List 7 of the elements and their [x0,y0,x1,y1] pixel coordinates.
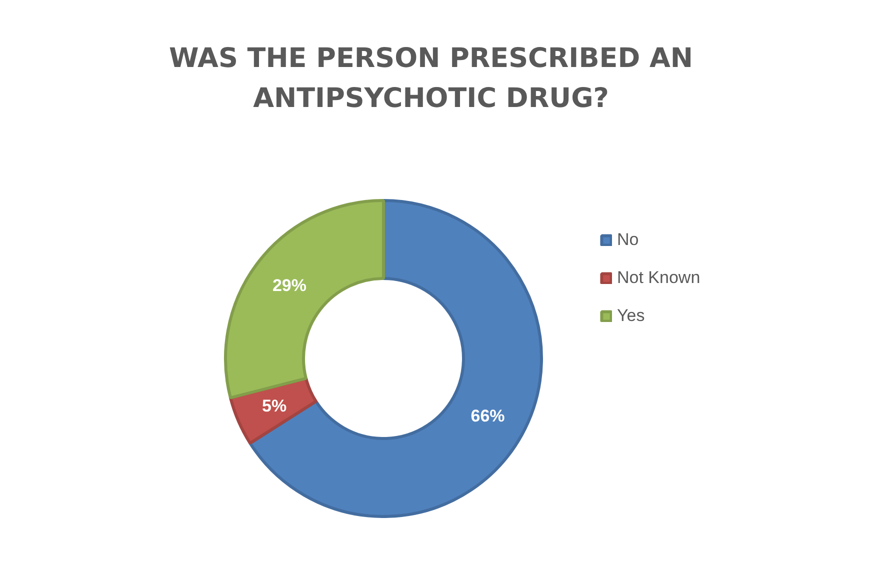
data-label: 29% [272,276,306,296]
data-label: 5% [262,396,287,416]
legend-label: Not Known [617,268,700,288]
legend-label: No [617,230,639,250]
data-label: 66% [470,406,505,426]
chart-title: WAS THE PERSON PRESCRIBED AN ANTIPSYCHOTIC DRUG? [168,43,694,114]
legend-label: Yes [617,306,645,326]
